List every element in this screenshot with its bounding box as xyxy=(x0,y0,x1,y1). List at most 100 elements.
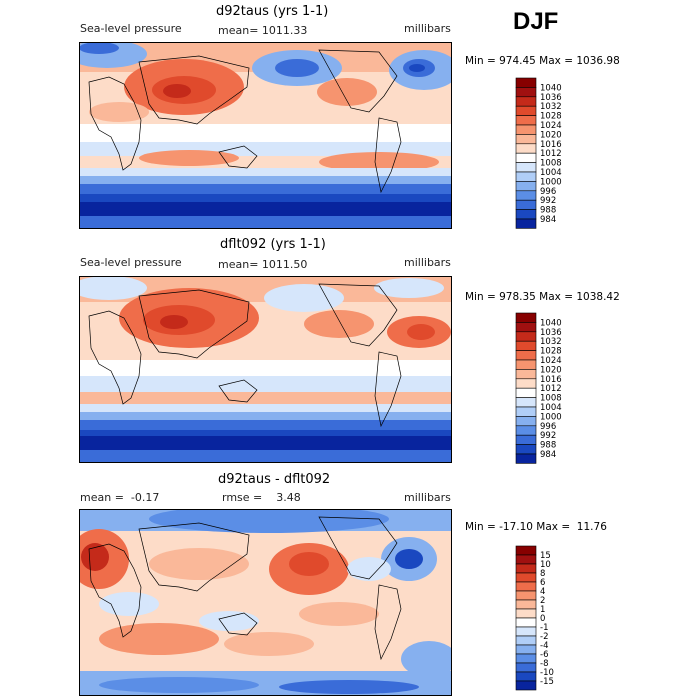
colorbar-swatch xyxy=(515,96,537,107)
colorbar-tick-label: 1 xyxy=(540,605,545,615)
panel2-colorbar: 1040103610321028102410201016101210081004… xyxy=(515,312,562,464)
colorbar-swatch xyxy=(515,662,537,673)
colorbar-swatch xyxy=(515,124,537,135)
colorbar-tick-label: 992 xyxy=(540,196,556,206)
colorbar-tick-label: 1028 xyxy=(540,112,562,122)
colorbar-swatch xyxy=(515,626,537,637)
panel3-units: millibars xyxy=(404,491,451,504)
colorbar-tick-label: 0 xyxy=(540,614,545,624)
panel2-variable: Sea-level pressure xyxy=(80,256,182,269)
colorbar-tick-label: -10 xyxy=(540,668,554,678)
colorbar-tick-label: 1032 xyxy=(540,337,562,347)
colorbar-swatch xyxy=(515,387,537,398)
colorbar-tick-label: 996 xyxy=(540,187,556,197)
panel2-title: dflt092 (yrs 1-1) xyxy=(220,237,326,252)
panel3-mean: mean = -0.17 xyxy=(80,491,160,504)
colorbar-tick-label: -2 xyxy=(540,632,548,642)
colorbar-tick-label: 1036 xyxy=(540,93,562,103)
panel1-variable: Sea-level pressure xyxy=(80,22,182,35)
panel1-map xyxy=(79,42,452,229)
colorbar-tick-label: -15 xyxy=(540,677,554,687)
panel2-units: millibars xyxy=(404,256,451,269)
colorbar-tick-label: 992 xyxy=(540,431,556,441)
colorbar-tick-label: 1012 xyxy=(540,384,562,394)
colorbar-swatch xyxy=(515,312,537,323)
colorbar-swatch xyxy=(515,199,537,210)
colorbar-tick-label: 1016 xyxy=(540,375,562,385)
colorbar-swatch xyxy=(515,340,537,351)
colorbar-tick-label: 4 xyxy=(540,587,545,597)
panel2-minmax: Min = 978.35 Max = 1038.42 xyxy=(465,291,620,303)
colorbar-tick-label: 984 xyxy=(540,215,556,225)
colorbar-tick-label: 15 xyxy=(540,551,551,561)
colorbar-tick-label: 1024 xyxy=(540,121,562,131)
colorbar-swatch xyxy=(515,554,537,565)
colorbar-tick-label: 988 xyxy=(540,206,556,216)
colorbar-swatch xyxy=(515,581,537,592)
colorbar-tick-label: 1036 xyxy=(540,328,562,338)
colorbar-swatch xyxy=(515,143,537,154)
colorbar-swatch xyxy=(515,617,537,628)
colorbar-tick-label: 1040 xyxy=(540,83,562,93)
colorbar-swatch xyxy=(515,190,537,201)
colorbar-swatch xyxy=(515,77,537,88)
colorbar-tick-label: 996 xyxy=(540,422,556,432)
colorbar-tick-label: 10 xyxy=(540,560,551,570)
colorbar-swatch xyxy=(515,359,537,370)
colorbar-swatch xyxy=(515,378,537,389)
panel1-units: millibars xyxy=(404,22,451,35)
colorbar-swatch xyxy=(515,115,537,126)
colorbar-swatch xyxy=(515,635,537,646)
panel3-rmse: rmse = 3.48 xyxy=(222,491,301,504)
colorbar-swatch xyxy=(515,369,537,380)
colorbar-swatch xyxy=(515,434,537,445)
colorbar-swatch xyxy=(515,590,537,601)
colorbar-tick-label: 988 xyxy=(540,441,556,451)
colorbar-tick-label: 1032 xyxy=(540,102,562,112)
colorbar-swatch xyxy=(515,105,537,116)
colorbar-swatch xyxy=(515,416,537,427)
colorbar-tick-label: -8 xyxy=(540,659,548,669)
colorbar-swatch xyxy=(515,350,537,361)
colorbar-swatch xyxy=(515,563,537,574)
colorbar-tick-label: 1004 xyxy=(540,403,562,413)
colorbar-tick-label: 1008 xyxy=(540,394,562,404)
colorbar-swatch xyxy=(515,181,537,192)
colorbar-swatch xyxy=(515,406,537,417)
colorbar-swatch xyxy=(515,608,537,619)
panel2-mean: mean= 1011.50 xyxy=(218,258,308,271)
colorbar-tick-label: 984 xyxy=(540,450,556,460)
panel1-colorbar: 1040103610321028102410201016101210081004… xyxy=(515,77,562,229)
colorbar-tick-label: 1000 xyxy=(540,177,562,187)
colorbar-tick-label: 1012 xyxy=(540,149,562,159)
colorbar-swatch xyxy=(515,653,537,664)
colorbar-swatch xyxy=(515,453,537,464)
colorbar-swatch xyxy=(515,134,537,145)
colorbar-swatch xyxy=(515,572,537,583)
colorbar-swatch xyxy=(515,209,537,220)
colorbar-swatch xyxy=(515,322,537,333)
colorbar-swatch xyxy=(515,331,537,342)
colorbar-tick-label: 1028 xyxy=(540,347,562,357)
colorbar-tick-label: -6 xyxy=(540,650,548,660)
panel2-map xyxy=(79,276,452,463)
colorbar-swatch xyxy=(515,162,537,173)
colorbar-swatch xyxy=(515,152,537,163)
colorbar-tick-label: 1020 xyxy=(540,130,562,140)
colorbar-swatch xyxy=(515,87,537,98)
panel1-mean: mean= 1011.33 xyxy=(218,24,308,37)
colorbar-swatch xyxy=(515,671,537,682)
panel3-minmax: Min = -17.10 Max = 11.76 xyxy=(465,521,607,533)
colorbar-swatch xyxy=(515,218,537,229)
colorbar-swatch xyxy=(515,444,537,455)
colorbar-tick-label: 1024 xyxy=(540,356,562,366)
panel3-title: d92taus - dflt092 xyxy=(218,472,331,487)
colorbar-swatch xyxy=(515,545,537,556)
colorbar-tick-label: 8 xyxy=(540,569,545,579)
panel1-title: d92taus (yrs 1-1) xyxy=(216,4,329,19)
colorbar-tick-label: 6 xyxy=(540,578,545,588)
colorbar-tick-label: 1000 xyxy=(540,412,562,422)
colorbar-tick-label: 1016 xyxy=(540,140,562,150)
colorbar-swatch xyxy=(515,680,537,691)
